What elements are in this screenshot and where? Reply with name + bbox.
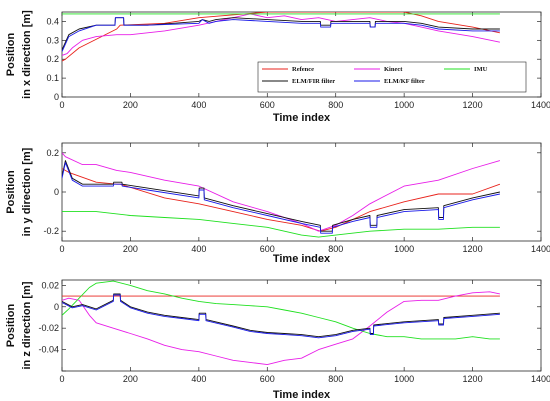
x-tick-label: 800 xyxy=(328,100,343,110)
series-line-refence xyxy=(62,12,500,62)
legend: Refence Kinect IMU ELM/FIR filter ELM/KF fil… xyxy=(257,61,527,93)
x-tick-label: 400 xyxy=(191,100,206,110)
x-axis-label: Time index xyxy=(273,389,331,401)
y-axis-label: in y direction [m] xyxy=(21,147,33,236)
x-tick-label: 600 xyxy=(260,374,275,384)
chart-panel-1: 0 200 400 600 800 1000 1200 1400 0 0.1 0.2 0.3 0.4 Ti… xyxy=(5,10,550,124)
y-tick-label: 0.02 xyxy=(41,280,59,290)
y-tick-label: 0.2 xyxy=(46,148,59,158)
y-axis-label: Position xyxy=(5,33,17,77)
x-tick-label: 1000 xyxy=(394,244,414,254)
series-line-elm-kf-filter xyxy=(62,17,500,52)
y-tick-label: 0.4 xyxy=(46,16,59,26)
x-tick-label: 1400 xyxy=(531,244,550,254)
x-axis-label: Time index xyxy=(273,112,331,124)
legend-label: IMU xyxy=(474,66,488,73)
y-axis-label: Position xyxy=(5,170,17,214)
y-axis-label: in x direction [m] xyxy=(21,10,33,99)
legend-label: ELM/FIR filter xyxy=(292,78,335,85)
x-tick-label: 1400 xyxy=(531,374,550,384)
x-tick-label: 800 xyxy=(328,244,343,254)
y-tick-label: 0.2 xyxy=(46,54,59,64)
legend-label: ELM/KF filter xyxy=(384,78,425,85)
x-tick-label: 600 xyxy=(260,244,275,254)
x-tick-label: 200 xyxy=(123,100,138,110)
x-tick-label: 0 xyxy=(59,244,64,254)
x-tick-label: 1200 xyxy=(463,244,483,254)
series-line-kinect xyxy=(62,291,500,366)
x-tick-label: 1200 xyxy=(463,374,483,384)
y-tick-label: -0.04 xyxy=(38,345,59,355)
series-line-elm-fir-filter xyxy=(62,293,500,338)
series-line-imu xyxy=(62,280,500,340)
x-axis-label: Time index xyxy=(273,253,331,265)
series-line-elm-kf-filter xyxy=(62,162,500,234)
y-axis-label: in z direction [m] xyxy=(21,281,33,369)
x-tick-label: 1000 xyxy=(394,100,414,110)
y-tick-label: 0.1 xyxy=(46,73,59,83)
y-tick-label: -0.2 xyxy=(43,226,59,236)
x-tick-label: 400 xyxy=(191,374,206,384)
y-tick-label: -0.02 xyxy=(38,323,59,333)
y-tick-label: 0 xyxy=(54,92,59,102)
series-line-kinect xyxy=(62,152,501,232)
x-tick-label: 0 xyxy=(59,100,64,110)
x-tick-label: 400 xyxy=(191,244,206,254)
y-axis-label: Position xyxy=(5,304,17,348)
series-line-refence xyxy=(62,168,501,232)
x-tick-label: 200 xyxy=(123,244,138,254)
x-tick-label: 1000 xyxy=(394,374,414,384)
series-line-imu xyxy=(62,211,500,238)
x-tick-label: 1200 xyxy=(463,100,483,110)
x-tick-label: 800 xyxy=(328,374,343,384)
chart-panel-3: 0 200 400 600 800 1000 1200 1400 -0.04 -0.02 0 0.02… xyxy=(5,279,550,401)
y-tick-label: 0.3 xyxy=(46,35,59,45)
x-tick-label: 200 xyxy=(123,374,138,384)
series-line-elm-fir-filter xyxy=(62,160,500,232)
series-line-elm-kf-filter xyxy=(62,294,500,339)
y-tick-label: 0 xyxy=(54,302,59,312)
x-tick-label: 600 xyxy=(260,100,275,110)
x-tick-label: 1400 xyxy=(531,100,550,110)
x-tick-label: 0 xyxy=(59,374,64,384)
legend-label: Refence xyxy=(292,66,314,73)
legend-label: Kinect xyxy=(384,66,403,73)
y-tick-label: 0 xyxy=(54,187,59,197)
plot-area xyxy=(61,142,542,242)
